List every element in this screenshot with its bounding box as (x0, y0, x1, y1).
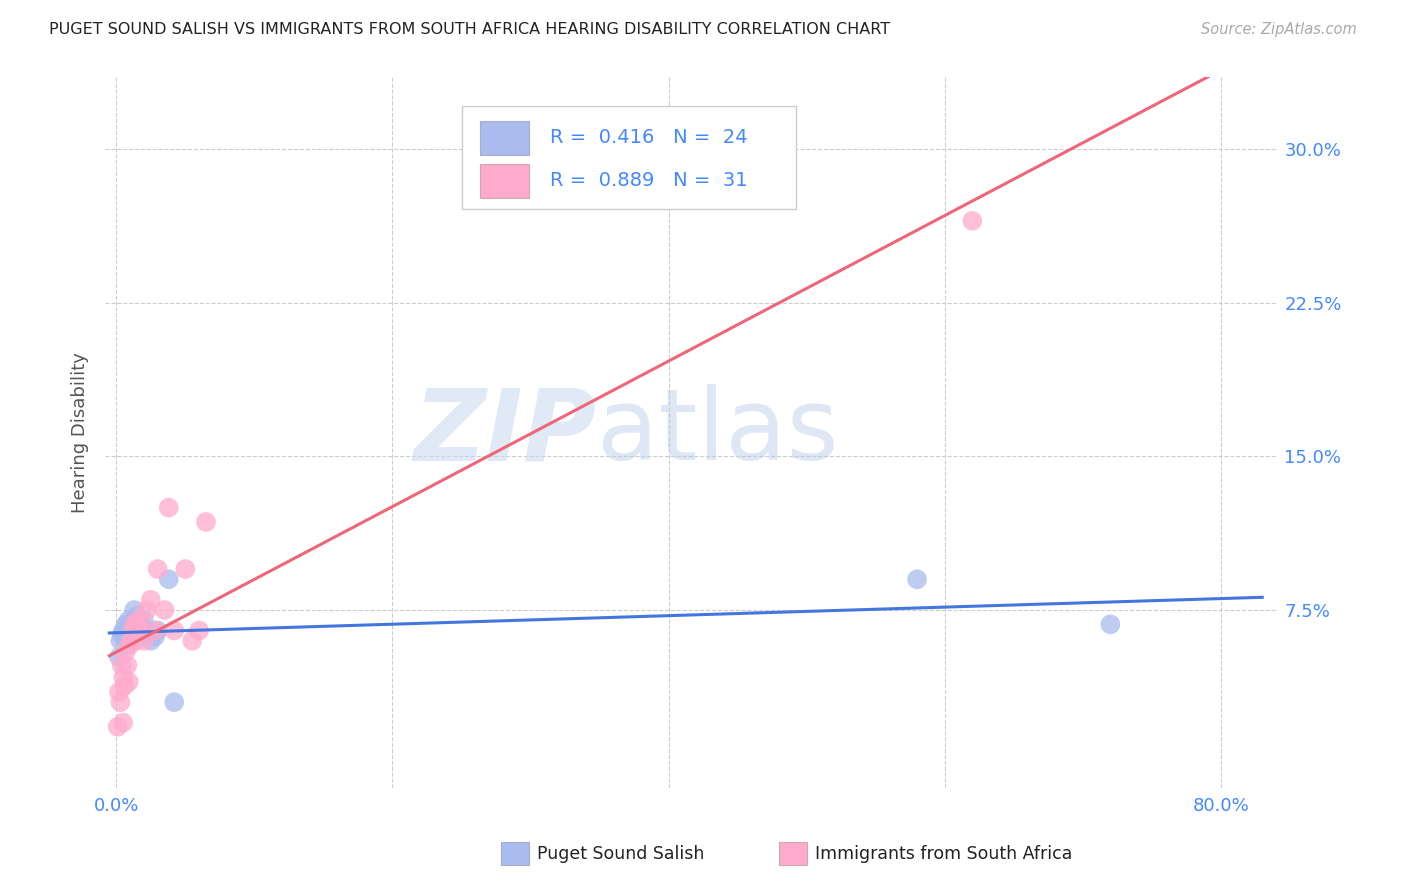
Point (125, 609, 148, 624)
Point (905, 572, 928, 586)
Point (962, 214, 984, 228)
Point (146, 562, 169, 576)
Point (120, 624, 142, 638)
FancyBboxPatch shape (479, 164, 529, 198)
Point (111, 658, 134, 673)
Point (120, 633, 142, 648)
Point (108, 685, 131, 699)
Text: Source: ZipAtlas.com: Source: ZipAtlas.com (1201, 22, 1357, 37)
Point (132, 613, 155, 627)
Point (112, 624, 135, 638)
Point (132, 633, 155, 648)
Point (114, 679, 136, 693)
Point (157, 572, 180, 586)
Point (139, 592, 162, 607)
Point (120, 638, 142, 652)
Point (129, 630, 152, 644)
Point (1099, 617, 1122, 632)
Point (146, 624, 169, 638)
Point (111, 627, 134, 641)
Point (122, 617, 145, 632)
Text: Puget Sound Salish: Puget Sound Salish (537, 845, 704, 863)
Point (115, 644, 138, 658)
Point (153, 603, 176, 617)
Point (163, 695, 186, 709)
Point (110, 695, 132, 709)
Point (118, 674, 141, 689)
Point (125, 617, 148, 632)
Point (127, 617, 149, 632)
Point (129, 624, 152, 638)
Point (124, 633, 146, 648)
Point (117, 658, 139, 673)
Point (112, 715, 135, 730)
Point (174, 562, 197, 576)
Point (181, 633, 204, 648)
FancyBboxPatch shape (463, 106, 796, 209)
Point (188, 624, 211, 638)
Text: PUGET SOUND SALISH VS IMMIGRANTS FROM SOUTH AFRICA HEARING DISABILITY CORRELATIO: PUGET SOUND SALISH VS IMMIGRANTS FROM SO… (49, 22, 890, 37)
Point (195, 515, 218, 529)
FancyBboxPatch shape (479, 120, 529, 155)
Text: R =  0.416   N =  24: R = 0.416 N = 24 (550, 128, 748, 147)
Point (110, 633, 132, 648)
Text: R =  0.889   N =  31: R = 0.889 N = 31 (550, 171, 748, 190)
Point (117, 638, 139, 652)
Text: Immigrants from South Africa: Immigrants from South Africa (815, 845, 1073, 863)
Point (115, 617, 138, 632)
Point (118, 613, 141, 627)
Text: atlas: atlas (598, 384, 838, 482)
Point (121, 617, 143, 632)
Point (121, 624, 143, 638)
Y-axis label: Hearing Disability: Hearing Disability (72, 352, 89, 513)
Point (163, 624, 186, 638)
Point (108, 650, 131, 665)
Point (122, 603, 145, 617)
Point (139, 633, 162, 648)
Point (143, 624, 166, 638)
Point (107, 720, 129, 734)
Point (143, 630, 166, 644)
Point (135, 603, 157, 617)
Text: ZIP: ZIP (413, 384, 598, 482)
Point (135, 624, 157, 638)
Point (112, 671, 135, 685)
Point (157, 500, 180, 515)
Point (127, 613, 149, 627)
Point (120, 633, 142, 648)
Point (114, 630, 136, 644)
